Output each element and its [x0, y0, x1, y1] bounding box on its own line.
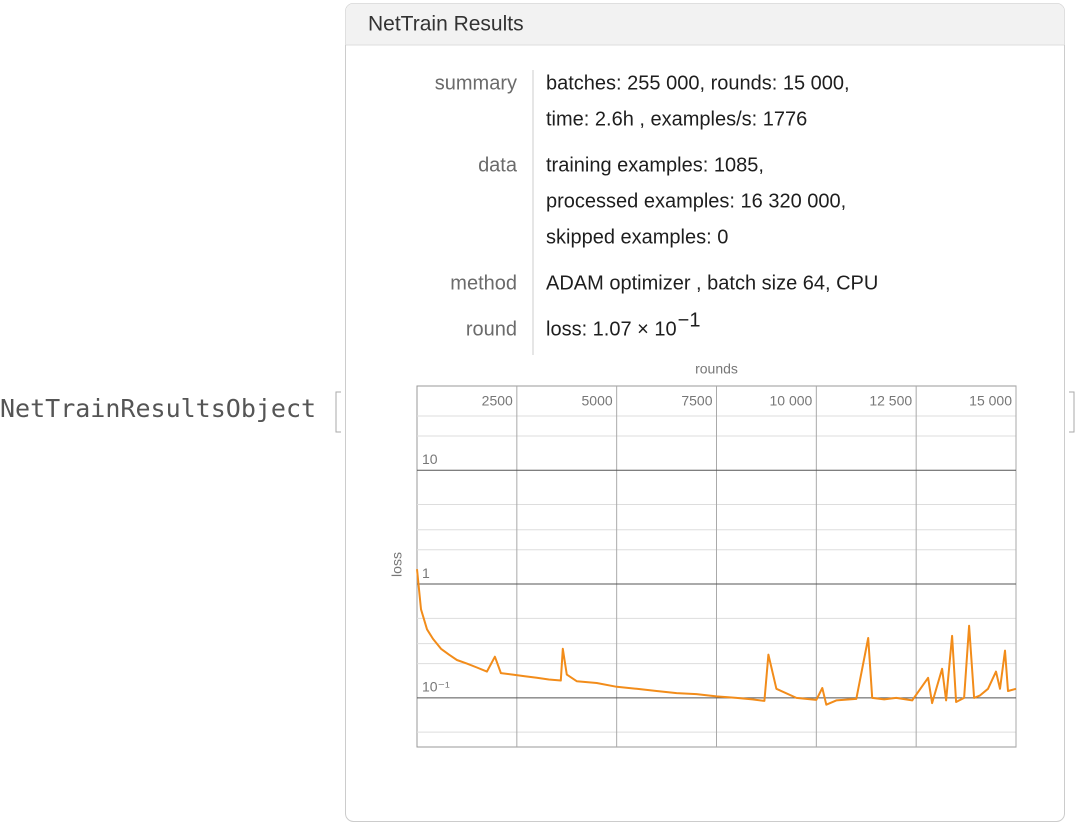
x-tick-label: 10 000 — [770, 393, 813, 409]
row-value: training examples: 1085, — [546, 154, 764, 176]
x-tick-label: 12 500 — [869, 393, 912, 409]
row-value: ADAM optimizer , batch size 64, CPU — [546, 272, 878, 294]
row-value-superscript: −1 — [678, 309, 701, 331]
row-value: time: 2.6h , examples/s: 1776 — [546, 108, 807, 130]
x-tick-label: 2500 — [482, 393, 513, 409]
panel-title: NetTrain Results — [368, 13, 524, 36]
row-value: batches: 255 000, rounds: 15 000, — [546, 72, 850, 94]
row-label: data — [478, 154, 518, 176]
bracket-right — [1069, 391, 1075, 433]
row-value: loss: 1.07 × 10 — [546, 318, 677, 340]
loss-line — [416, 569, 1017, 706]
bracket-left — [335, 391, 341, 433]
row-label: round — [466, 318, 517, 340]
y-tick-label: 10 — [422, 451, 438, 467]
y-axis-label: loss — [389, 552, 405, 577]
x-axis-label: rounds — [695, 361, 738, 377]
x-tick-label: 7500 — [681, 393, 712, 409]
row-value: skipped examples: 0 — [546, 226, 728, 248]
row-label: summary — [435, 72, 517, 94]
row-label: method — [450, 272, 517, 294]
x-tick-label: 5000 — [582, 393, 613, 409]
head: NetTrainResultsObject — [0, 394, 316, 423]
y-tick-label: 1 — [422, 565, 430, 581]
y-tick-label: 10⁻¹ — [422, 679, 450, 695]
panel-header — [345, 3, 1065, 45]
x-tick-label: 15 000 — [969, 393, 1012, 409]
row-value: processed examples: 16 320 000, — [546, 190, 846, 212]
